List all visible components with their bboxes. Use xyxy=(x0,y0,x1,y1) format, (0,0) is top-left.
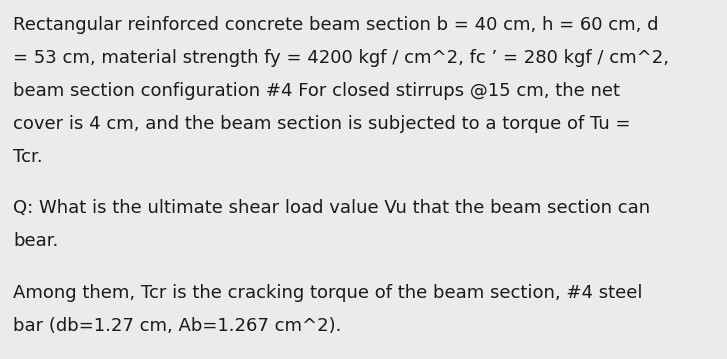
Text: bear.: bear. xyxy=(13,233,58,251)
Text: cover is 4 cm, and the beam section is subjected to a torque of Tu =: cover is 4 cm, and the beam section is s… xyxy=(13,115,630,133)
Text: Q: What is the ultimate shear load value Vu that the beam section can: Q: What is the ultimate shear load value… xyxy=(13,200,650,218)
Text: bar (db=1.27 cm, Ab=1.267 cm^2).: bar (db=1.27 cm, Ab=1.267 cm^2). xyxy=(13,317,342,335)
Text: Rectangular reinforced concrete beam section b = 40 cm, h = 60 cm, d: Rectangular reinforced concrete beam sec… xyxy=(13,16,659,34)
Text: = 53 cm, material strength fy = 4200 kgf / cm^2, fc ’ = 280 kgf / cm^2,: = 53 cm, material strength fy = 4200 kgf… xyxy=(13,49,669,67)
Text: beam section configuration #4 For closed stirrups @15 cm, the net: beam section configuration #4 For closed… xyxy=(13,82,620,100)
Text: Tcr.: Tcr. xyxy=(13,148,43,166)
Text: Among them, Tcr is the cracking torque of the beam section, #4 steel: Among them, Tcr is the cracking torque o… xyxy=(13,284,643,302)
